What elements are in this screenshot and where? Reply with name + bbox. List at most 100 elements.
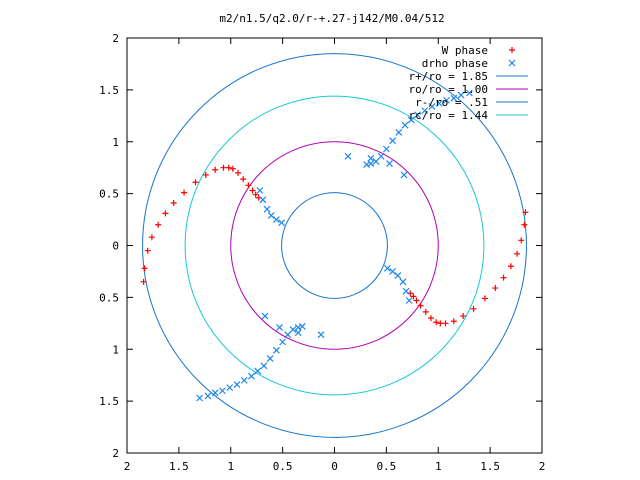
w-phase-point [514,250,521,257]
x-tick-label: 1 [435,460,442,473]
circle-ro-ro-1-00 [230,141,439,350]
w-phase-series [140,164,529,327]
drho-phase-point [263,205,271,213]
x-tick-label: 1 [227,460,234,473]
w-phase-point [252,191,259,198]
w-phase-point [225,164,232,171]
y-tick-label: 0.5 [99,291,119,304]
w-phase-point [220,164,227,171]
drho-phase-point [386,160,393,167]
x-tick-label: 0.5 [376,460,396,473]
drho-phase-point [363,161,371,168]
w-phase-point [148,234,155,241]
drho-phase-point [457,91,465,99]
legend-label-r-ro-1-85: r+/ro = 1.85 [409,70,488,83]
drho-phase-point [382,145,390,153]
chart-title: m2/n1.5/q2.0/r-+.27-j142/M0.04/512 [219,12,444,25]
y-tick-label: 0.5 [99,188,119,201]
w-phase-point [422,308,429,315]
drho-phase-point [395,128,403,136]
w-phase-point [470,305,477,312]
drho-phase-point [389,268,397,275]
y-tick-label: 2 [112,447,119,460]
drho-phase-point [367,154,375,162]
w-phase-point [235,169,242,176]
w-phase-point [144,247,151,254]
w-phase-point [229,165,236,172]
w-phase-point [249,187,256,194]
w-phase-point [442,320,449,327]
w-phase-point [492,285,499,292]
drho-phase-point [284,331,292,339]
w-phase-point [410,293,417,300]
drho-phase-point [450,94,458,102]
drho-phase-point [428,103,436,110]
drho-phase-series [196,89,473,402]
drho-phase-point [372,158,380,165]
w-phase-point [518,237,525,244]
w-phase-point [500,274,507,281]
drho-phase-point [465,89,473,97]
legend-marker-w-phase [509,47,515,53]
y-tick-label: 2 [112,32,119,45]
drho-phase-point [266,355,274,363]
y-tick-label: 1.5 [99,395,119,408]
drho-phase-point [407,116,415,124]
drho-phase-point [394,272,402,280]
drho-phase-point [261,312,269,320]
w-phase-point [460,313,467,320]
drho-phase-point [389,137,397,145]
drho-phase-point [211,389,219,397]
axis-ticks: 2 1.5 1 0.5 0 0.5 1 1.5 221.510.500.511.52 [99,32,545,473]
w-phase-point [140,278,147,285]
w-phase-point [170,199,177,206]
drho-phase-point [317,331,325,339]
y-tick-label: 1 [112,136,119,149]
x-tick-label: 1.5 [480,460,500,473]
x-tick-label: 1.5 [169,460,189,473]
drho-phase-point [294,324,302,331]
drho-phase-point [421,107,429,115]
w-phase-point [450,318,457,325]
drho-phase-point [226,384,234,392]
w-phase-point [437,320,444,327]
drho-phase-point [254,367,262,375]
w-phase-point [427,315,434,322]
drho-phase-point [399,278,407,286]
circle-r-ro-1-85 [142,53,527,438]
drho-phase-point [377,152,385,160]
x-tick-label: 0 [331,460,338,473]
drho-phase-point [279,338,287,346]
drho-phase-point [401,121,409,129]
drho-phase-point [289,326,297,333]
x-tick-label: 2 [124,460,131,473]
w-phase-point [192,179,199,186]
w-phase-point [481,295,488,302]
drho-phase-point [267,211,275,219]
circle-rc-ro-1-44 [184,95,485,396]
drho-phase-point [344,152,352,160]
drho-phase-point [259,196,267,204]
reference-circles [142,53,527,438]
w-phase-point [417,302,424,309]
drho-phase-point [196,394,204,402]
w-phase-point [155,221,162,228]
w-phase-point [240,176,247,183]
y-tick-label: 0 [112,240,119,253]
w-phase-point [181,189,188,196]
drho-phase-point [435,99,443,107]
legend-label-drho-phase: drho phase [422,57,488,70]
w-phase-point [141,265,148,272]
legend-label-rc-ro-1-44: rc/ro = 1.44 [409,109,489,122]
drho-phase-point [272,216,280,223]
drho-phase-point [298,323,306,330]
w-phase-point [245,182,252,189]
drho-phase-point [383,264,391,272]
drho-phase-point [233,381,241,388]
legend-label-r-ro-51: r-/ro = .51 [415,96,488,109]
w-phase-point [507,263,514,270]
drho-phase-point [204,392,212,400]
w-phase-point [521,221,528,228]
